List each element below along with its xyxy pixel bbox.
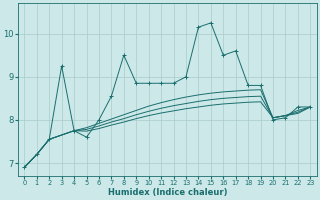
X-axis label: Humidex (Indice chaleur): Humidex (Indice chaleur) <box>108 188 227 197</box>
